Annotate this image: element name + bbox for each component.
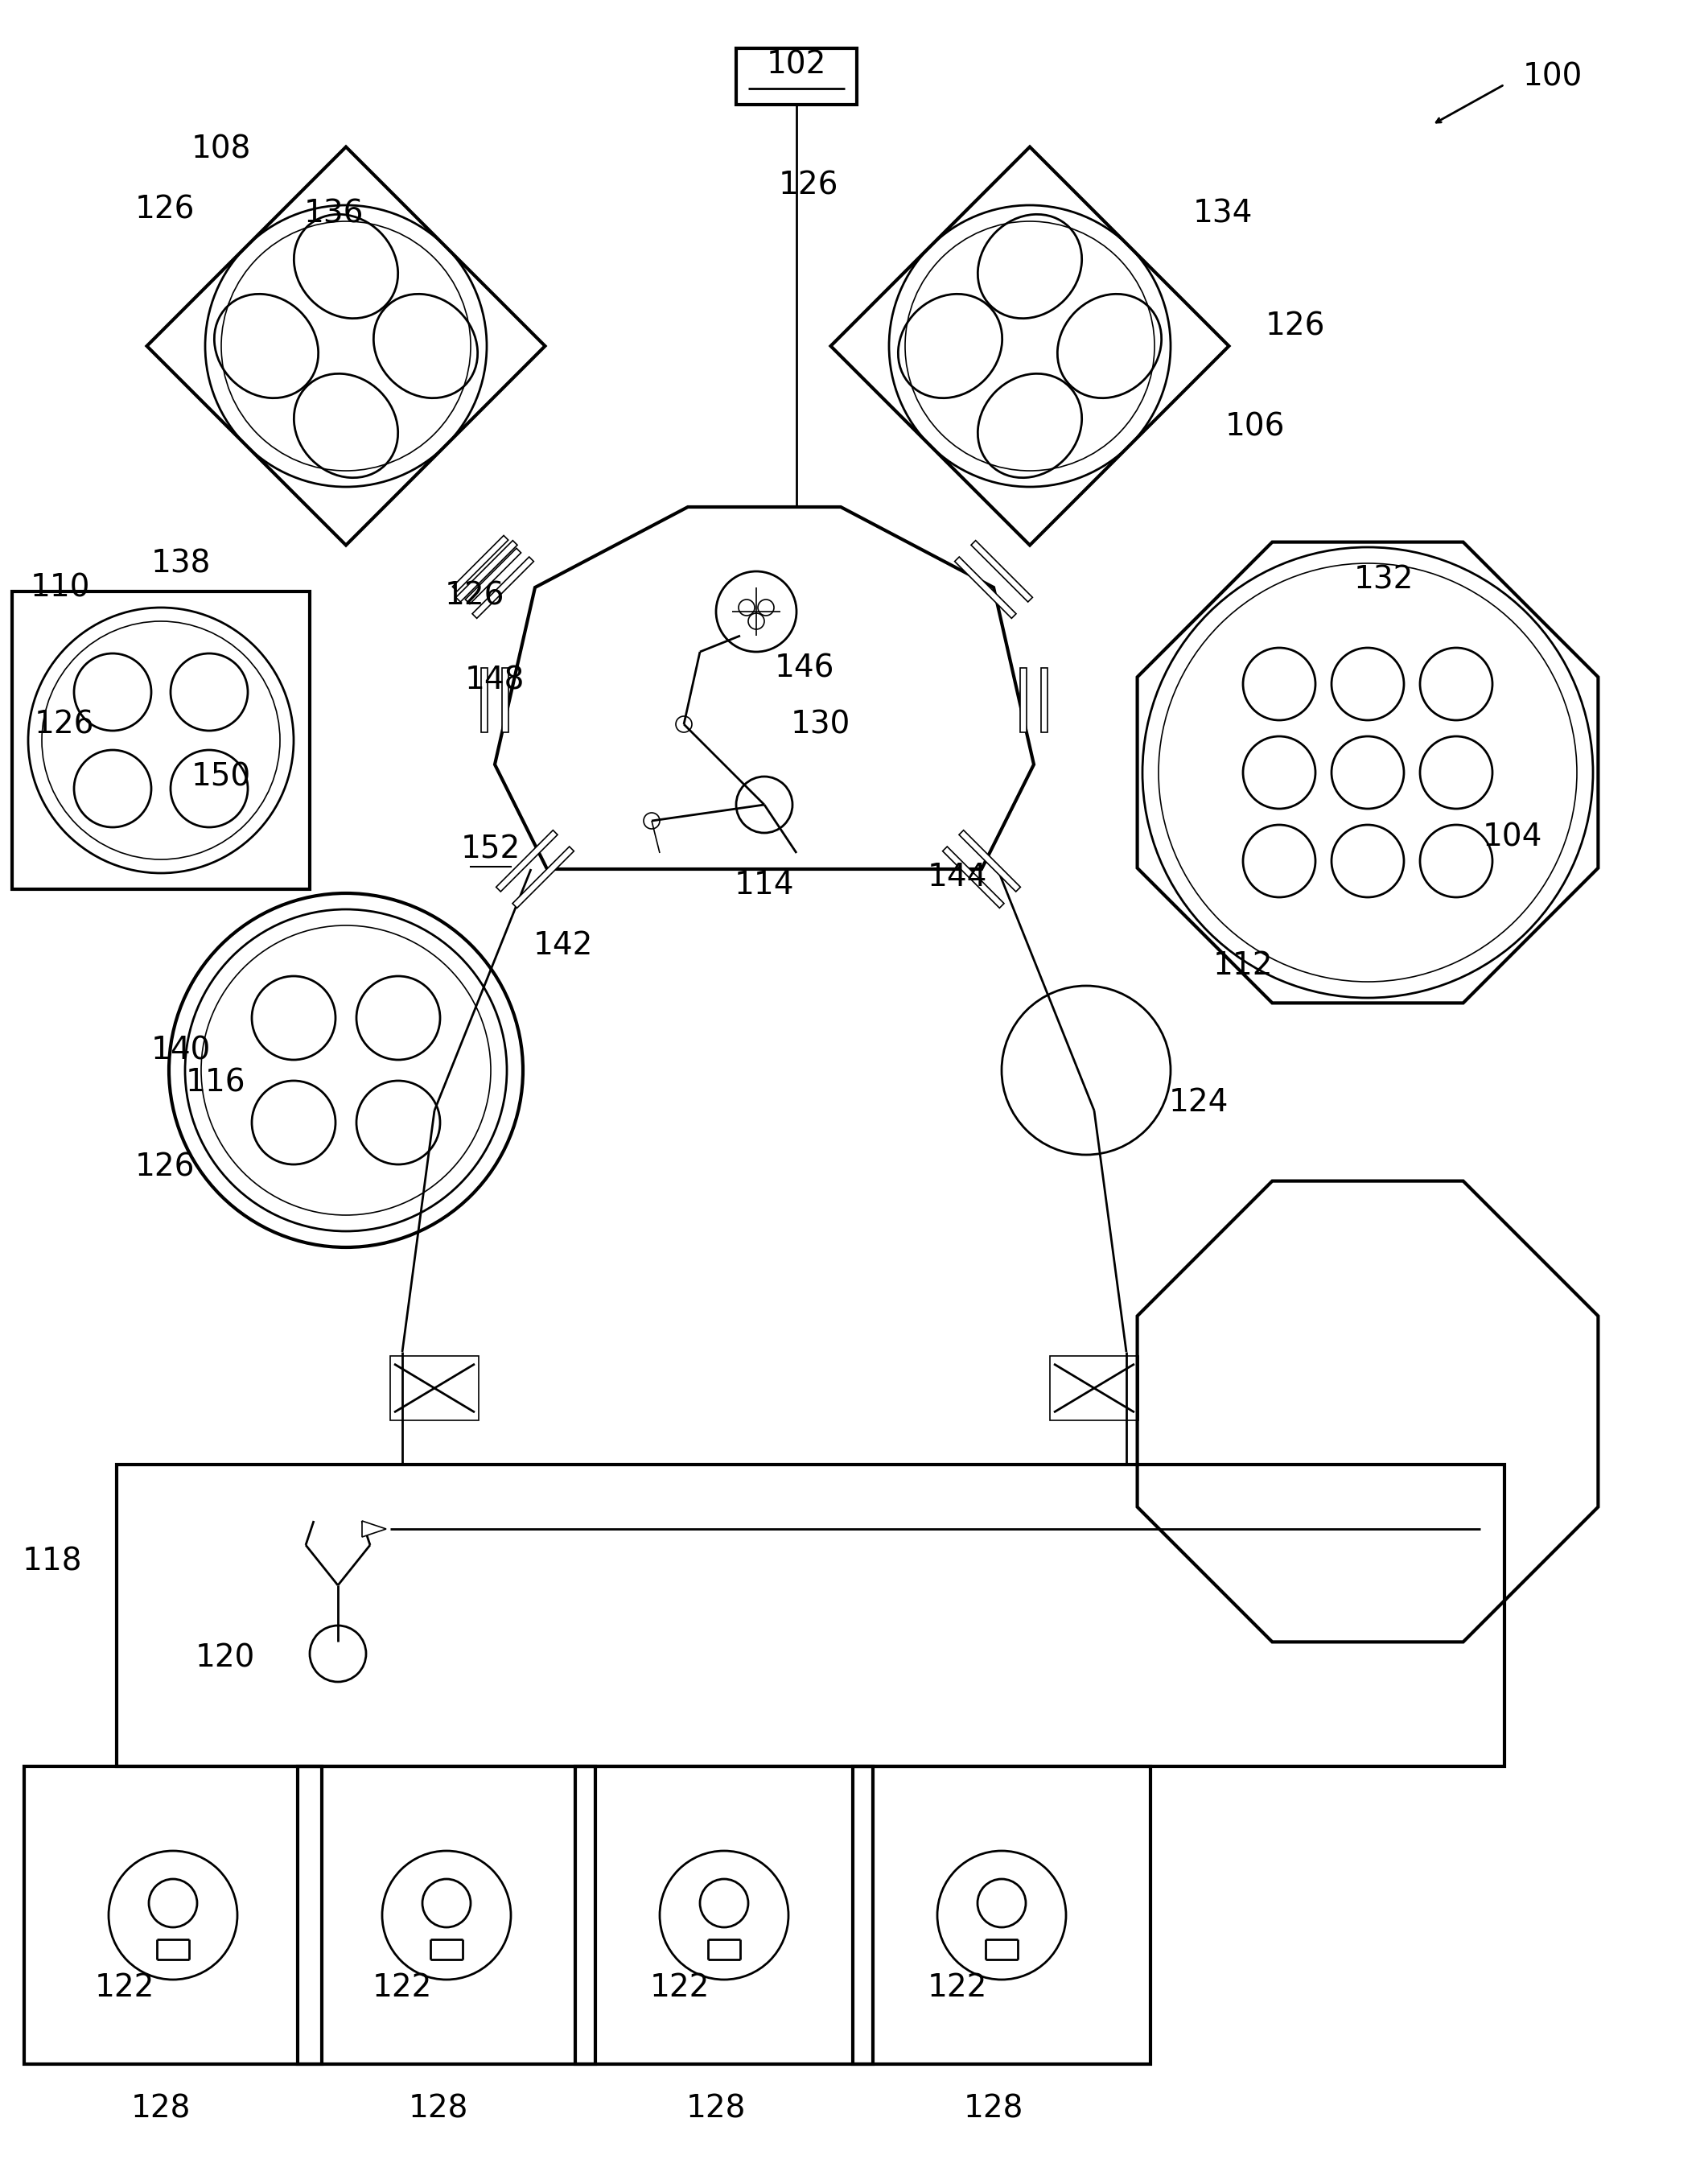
Text: 126: 126: [135, 194, 194, 225]
Bar: [116, 1465, 1505, 1767]
Text: 128: 128: [131, 2092, 191, 2123]
Polygon shape: [830, 146, 1229, 546]
Polygon shape: [361, 1520, 387, 1538]
Bar: [12, 592, 310, 889]
Polygon shape: [496, 830, 557, 891]
Polygon shape: [1137, 542, 1598, 1002]
Bar: [298, 1767, 595, 2064]
Text: 128: 128: [409, 2092, 469, 2123]
Text: 108: 108: [191, 133, 250, 164]
Polygon shape: [472, 557, 533, 618]
Text: 122: 122: [95, 1972, 155, 2003]
Text: 118: 118: [22, 1546, 82, 1577]
Text: 122: 122: [373, 1972, 433, 2003]
Text: 132: 132: [1355, 563, 1414, 594]
Text: 126: 126: [445, 581, 504, 612]
Text: 130: 130: [791, 710, 850, 740]
Polygon shape: [954, 557, 1016, 618]
Text: 100: 100: [1523, 61, 1583, 92]
Text: 122: 122: [927, 1972, 987, 2003]
Polygon shape: [457, 539, 518, 603]
Text: 138: 138: [152, 548, 211, 579]
Text: 128: 128: [687, 2092, 746, 2123]
Polygon shape: [1021, 668, 1028, 732]
Text: 102: 102: [767, 48, 826, 79]
Text: 114: 114: [734, 869, 794, 900]
Text: 112: 112: [1213, 950, 1273, 981]
Text: 144: 144: [927, 863, 987, 893]
Polygon shape: [481, 668, 487, 732]
Text: 126: 126: [1266, 310, 1326, 341]
Polygon shape: [453, 535, 508, 592]
Polygon shape: [1041, 668, 1048, 732]
Text: 126: 126: [779, 170, 838, 201]
Polygon shape: [513, 847, 574, 909]
Text: 140: 140: [152, 1035, 211, 1066]
Text: 134: 134: [1193, 199, 1252, 229]
Text: 136: 136: [303, 199, 365, 229]
Polygon shape: [1137, 1182, 1598, 1642]
Text: 110: 110: [31, 572, 90, 603]
Text: 124: 124: [1169, 1088, 1229, 1118]
Text: 152: 152: [460, 834, 521, 865]
Text: 148: 148: [465, 664, 525, 695]
Polygon shape: [147, 146, 545, 546]
Polygon shape: [959, 830, 1021, 891]
Text: 126: 126: [34, 710, 94, 740]
Bar: [736, 48, 857, 105]
Text: 104: 104: [1482, 821, 1542, 852]
Text: 126: 126: [135, 1151, 194, 1182]
Polygon shape: [942, 847, 1004, 909]
Bar: [390, 1356, 479, 1420]
Text: 142: 142: [533, 930, 593, 961]
Bar: [24, 1767, 322, 2064]
Text: 146: 146: [775, 653, 835, 684]
Polygon shape: [465, 548, 521, 605]
Text: 150: 150: [191, 762, 250, 793]
Bar: [852, 1767, 1150, 2064]
Bar: [576, 1767, 872, 2064]
Polygon shape: [494, 507, 1034, 869]
Text: 120: 120: [196, 1642, 256, 1673]
Text: 122: 122: [649, 1972, 711, 2003]
Text: 116: 116: [186, 1068, 245, 1099]
Bar: [1050, 1356, 1138, 1420]
Text: 128: 128: [964, 2092, 1024, 2123]
Text: 106: 106: [1225, 411, 1285, 441]
Polygon shape: [971, 539, 1033, 603]
Polygon shape: [503, 668, 508, 732]
